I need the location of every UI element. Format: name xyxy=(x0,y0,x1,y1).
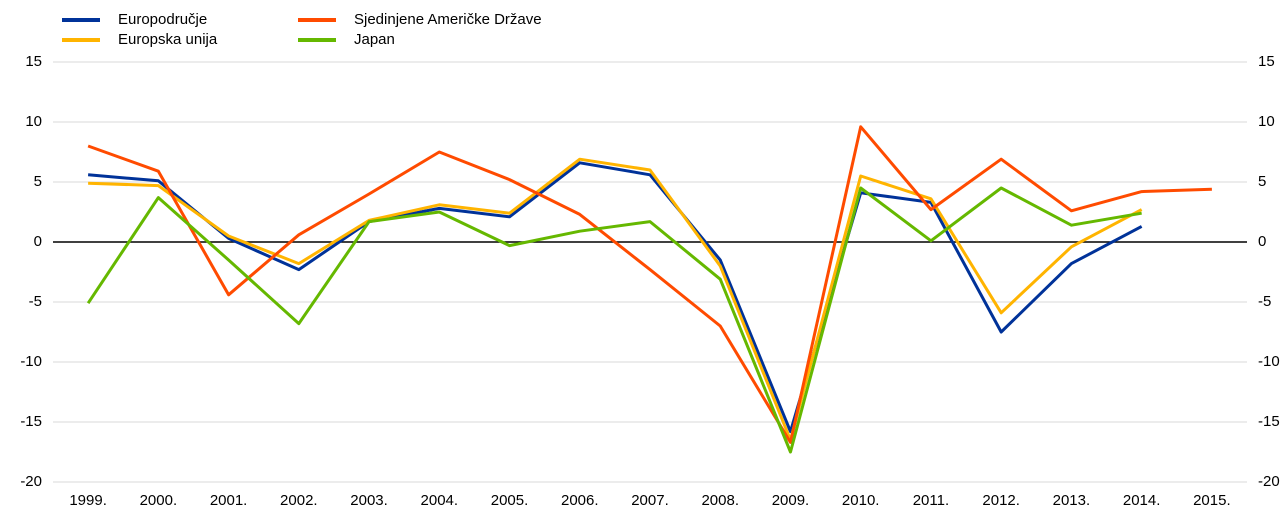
series-line xyxy=(86,186,1142,454)
x-tick-label: 2013. xyxy=(1053,492,1091,509)
y2-tick-label: -20 xyxy=(1258,473,1280,490)
x-tick-label: 2008. xyxy=(701,492,739,509)
x-tick-label: 2003. xyxy=(350,492,388,509)
series-line xyxy=(87,161,1143,434)
y-tick-label: 15 xyxy=(25,53,42,70)
x-tick-label: 2005. xyxy=(491,492,529,509)
series-line xyxy=(88,157,1143,442)
y-tick-label: 5 xyxy=(34,173,42,190)
x-tick-label: 2010. xyxy=(842,492,880,509)
x-tick-label: 2012. xyxy=(982,492,1020,509)
y2-tick-label: -10 xyxy=(1258,353,1280,370)
x-tick-label: 2014. xyxy=(1123,492,1161,509)
y2-tick-label: 0 xyxy=(1258,233,1266,250)
legend-label: Sjedinjene Američke Države xyxy=(354,11,542,28)
y-tick-label: 0 xyxy=(34,233,42,250)
x-tick-label: 2006. xyxy=(561,492,599,509)
legend-label: Europodručje xyxy=(118,11,207,28)
x-tick-label: 1999. xyxy=(69,492,107,509)
y2-tick-label: 10 xyxy=(1258,113,1275,130)
x-tick-label: 2015. xyxy=(1193,492,1231,509)
y-tick-label: -10 xyxy=(20,353,42,370)
x-tick-label: 2007. xyxy=(631,492,669,509)
y2-tick-label: 15 xyxy=(1258,53,1275,70)
x-tick-label: 2000. xyxy=(140,492,178,509)
y-tick-label: -15 xyxy=(20,413,42,430)
x-tick-label: 2011. xyxy=(913,492,949,509)
x-tick-label: 2004. xyxy=(421,492,459,509)
x-tick-label: 2009. xyxy=(772,492,810,509)
series-line xyxy=(87,125,1212,444)
legend-label: Europska unija xyxy=(118,31,218,48)
x-tick-label: 2002. xyxy=(280,492,318,509)
y2-tick-label: -15 xyxy=(1258,413,1280,430)
y2-tick-label: 5 xyxy=(1258,173,1266,190)
y-tick-label: 10 xyxy=(25,113,42,130)
legend-label: Japan xyxy=(354,31,395,48)
y2-tick-label: -5 xyxy=(1258,293,1271,310)
y-tick-label: -5 xyxy=(29,293,42,310)
x-tick-label: 2001. xyxy=(210,492,248,509)
y-tick-label: -20 xyxy=(20,473,42,490)
